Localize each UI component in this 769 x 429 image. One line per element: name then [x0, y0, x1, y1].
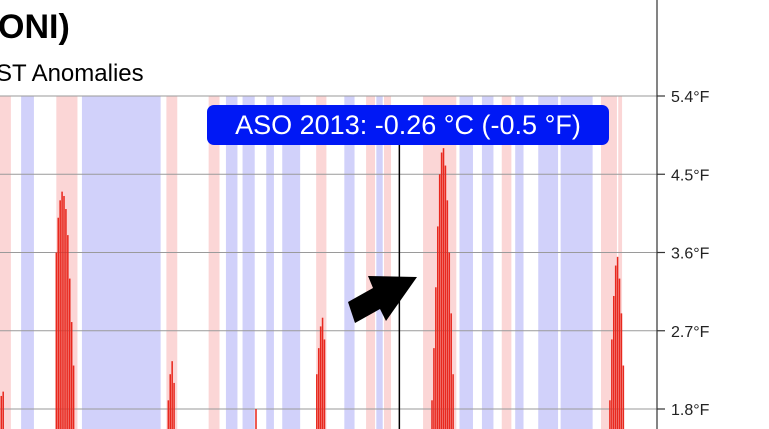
anomaly-bar: [173, 382, 175, 429]
warm-phase-band: [208, 96, 220, 429]
value-tooltip: ASO 2013: -0.26 °C (-0.5 °F): [207, 105, 609, 145]
cool-phase-band: [376, 96, 383, 429]
anomaly-bar: [65, 209, 67, 429]
anomaly-bar: [609, 400, 611, 429]
anomaly-bar: [436, 226, 439, 429]
cool-phase-band: [225, 96, 238, 429]
anomaly-bar: [442, 148, 445, 429]
anomaly-bar: [68, 278, 71, 429]
warm-phase-band: [316, 96, 327, 429]
anomaly-bar: [319, 326, 322, 429]
cool-phase-band: [459, 96, 473, 429]
gridlines: [0, 95, 657, 410]
anomaly-bar: [612, 295, 615, 429]
anomaly-bar: [444, 165, 447, 429]
anomaly-bar: [2, 391, 4, 429]
anomaly-bar: [167, 400, 170, 429]
anomaly-bar: [55, 252, 58, 429]
anomaly-bar: [614, 265, 617, 429]
anomaly-bar: [171, 361, 173, 429]
chart-subtitle: ST Anomalies: [0, 60, 144, 87]
anomaly-bar: [72, 365, 75, 429]
cool-phase-band: [242, 96, 255, 429]
warm-phase-band: [501, 96, 512, 429]
anomaly-bar: [452, 374, 454, 429]
cool-phase-band: [266, 96, 274, 429]
phase-bands: [0, 96, 623, 429]
anomaly-bar: [446, 200, 449, 429]
anomaly-bar: [438, 174, 441, 429]
anomaly-bar: [448, 252, 451, 429]
anomaly-bar: [622, 365, 625, 429]
anomaly-bar: [620, 313, 623, 429]
y-tick-label: 3.6°F: [671, 246, 710, 263]
warm-phase-band: [0, 96, 11, 429]
warm-phase-band: [618, 96, 623, 429]
anomaly-bar: [431, 400, 433, 429]
warm-phase-band: [384, 96, 392, 429]
anomaly-bars: [0, 148, 625, 429]
y-tick-label: 1.8°F: [671, 402, 710, 419]
anomaly-bar: [70, 322, 73, 429]
cool-phase-band: [81, 96, 161, 429]
cool-phase-band: [538, 96, 559, 429]
cool-phase-band: [560, 96, 593, 429]
anomaly-bar: [323, 339, 326, 429]
anomaly-bar: [316, 374, 318, 429]
anomaly-bar: [59, 200, 61, 429]
warm-phase-band: [166, 96, 178, 429]
anomaly-bar: [67, 235, 69, 429]
anomaly-bar: [321, 317, 324, 429]
anomaly-bar: [433, 348, 435, 429]
anomaly-bar: [618, 278, 621, 429]
anomaly-bar: [0, 395, 3, 429]
y-tick-label: 2.7°F: [671, 324, 710, 341]
warm-phase-band: [366, 96, 376, 429]
anomaly-bar: [57, 217, 60, 429]
cool-phase-band: [21, 96, 34, 429]
warm-phase-band: [600, 96, 617, 429]
cool-phase-band: [344, 96, 355, 429]
anomaly-bar: [450, 313, 452, 429]
anomaly-bar: [169, 374, 172, 429]
y-axis-ticks: 5.4°F 4.5°F 3.6°F 2.7°F 1.8°F: [657, 89, 710, 419]
anomaly-bar: [616, 256, 619, 429]
anomaly-bar: [435, 287, 437, 429]
cool-phase-band: [282, 96, 301, 429]
y-tick-label: 5.4°F: [671, 89, 710, 106]
cool-phase-band: [481, 96, 494, 429]
anomaly-bar: [255, 409, 257, 429]
chart-title: ONI): [0, 8, 70, 46]
anomaly-bar: [611, 339, 613, 429]
cool-phase-band: [515, 96, 524, 429]
anomaly-bar: [63, 195, 65, 429]
anomaly-bar: [317, 348, 320, 429]
arrow-pointer-icon: [348, 276, 417, 323]
anomaly-bar: [440, 152, 443, 429]
anomaly-bar: [61, 191, 63, 429]
y-tick-label: 4.5°F: [671, 167, 710, 184]
